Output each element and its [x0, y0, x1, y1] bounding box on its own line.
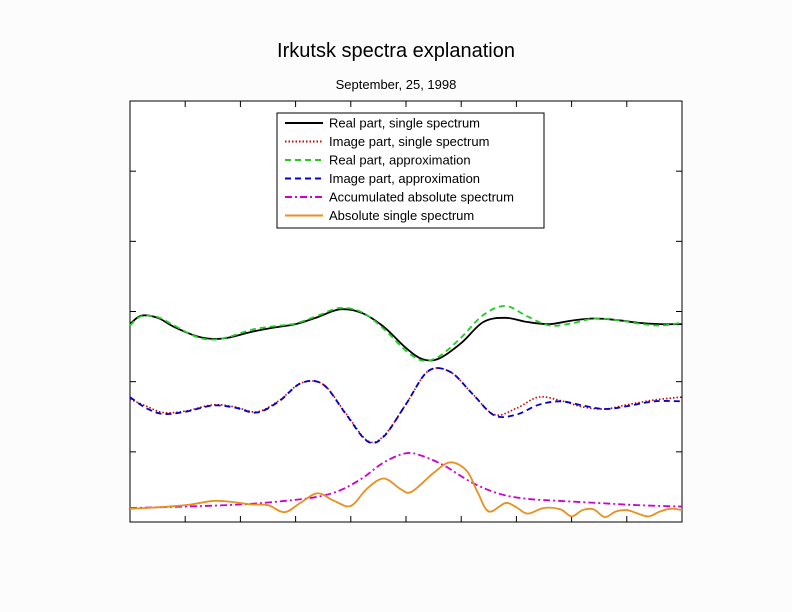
chart-subtitle: September, 25, 1998 — [335, 77, 457, 92]
series-line-4 — [129, 367, 683, 444]
legend-label-5: Accumulated absolute spectrum — [329, 190, 514, 205]
series-line-1 — [129, 308, 683, 362]
legend-label-6: Absolute single spectrum — [329, 208, 474, 223]
legend-label-3: Real part, approximation — [329, 153, 471, 168]
legend-box — [276, 112, 545, 229]
series-line-5 — [129, 452, 683, 509]
legend-label-1: Real part, single spectrum — [329, 116, 480, 131]
legend-label-4: Image part, approximation — [329, 171, 480, 186]
series-line-3 — [129, 304, 683, 362]
series-line-6 — [129, 461, 683, 518]
legend-label-2: Image part, single spectrum — [329, 134, 489, 149]
chart-title: Irkutsk spectra explanation — [277, 40, 515, 62]
